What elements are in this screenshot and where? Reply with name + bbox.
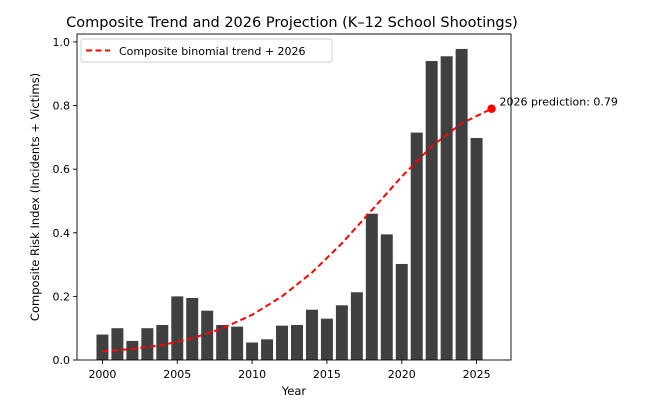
- legend: Composite binomial trend + 2026: [80, 38, 333, 63]
- trend-layer: [102, 107, 492, 353]
- bar-2014: [305, 309, 318, 360]
- trend-line: [102, 107, 492, 353]
- y-tick-label: 0.4: [53, 227, 71, 240]
- x-axis-ticks: 2000 2005 2010 2015 2020 2025: [88, 360, 491, 381]
- bar-2021: [410, 132, 423, 360]
- y-tick-label: 1.0: [53, 36, 71, 49]
- bar-2008: [216, 325, 229, 360]
- x-axis-label: Year: [281, 384, 307, 398]
- bar-2012: [276, 325, 289, 360]
- y-tick-label: 0.8: [53, 100, 71, 113]
- chart-title: Composite Trend and 2026 Projection (K–1…: [66, 15, 518, 31]
- y-tick-label: 0.0: [53, 354, 71, 367]
- bar-2019: [380, 234, 393, 360]
- bar-2022: [425, 61, 438, 360]
- bar-2013: [291, 325, 303, 360]
- bar-2025: [470, 138, 483, 360]
- bar-2009: [231, 326, 244, 360]
- legend-entry-trend: Composite binomial trend + 2026: [119, 45, 306, 58]
- x-tick-label: 2010: [238, 368, 266, 381]
- bar-2024: [455, 48, 468, 360]
- bar-2010: [246, 342, 259, 360]
- y-tick-label: 0.2: [53, 290, 71, 303]
- bar-2004: [156, 325, 169, 360]
- bar-2001: [111, 328, 124, 360]
- prediction-point: [487, 104, 496, 113]
- bar-2015: [320, 318, 333, 360]
- bar-2017: [350, 292, 363, 360]
- prediction-annotation: 2026 prediction: 0.79: [500, 96, 618, 109]
- x-tick-label: 2020: [388, 368, 416, 381]
- y-axis-label: Composite Risk Index (Incidents + Victim…: [28, 73, 42, 321]
- bar-2023: [440, 56, 453, 360]
- bar-2006: [186, 297, 199, 360]
- bar-2020: [395, 263, 408, 360]
- bar-2002: [126, 340, 139, 360]
- plot-frame: [76, 33, 512, 361]
- bar-2005: [171, 296, 184, 360]
- legend-box: [80, 38, 333, 63]
- y-axis-ticks: 0.0 0.2 0.4 0.6 0.8 1.0: [53, 36, 77, 367]
- x-tick-label: 2005: [163, 368, 191, 381]
- x-tick-label: 2025: [463, 368, 491, 381]
- bar-2007: [201, 310, 214, 360]
- bar-2018: [365, 213, 378, 360]
- bar-2000: [96, 334, 109, 360]
- bar-2003: [141, 328, 154, 360]
- bar-2016: [335, 305, 348, 360]
- x-tick-label: 2015: [313, 368, 341, 381]
- bar-2011: [261, 339, 274, 360]
- y-tick-label: 0.6: [53, 163, 71, 176]
- bars-layer: [96, 48, 483, 360]
- x-tick-label: 2000: [88, 368, 116, 381]
